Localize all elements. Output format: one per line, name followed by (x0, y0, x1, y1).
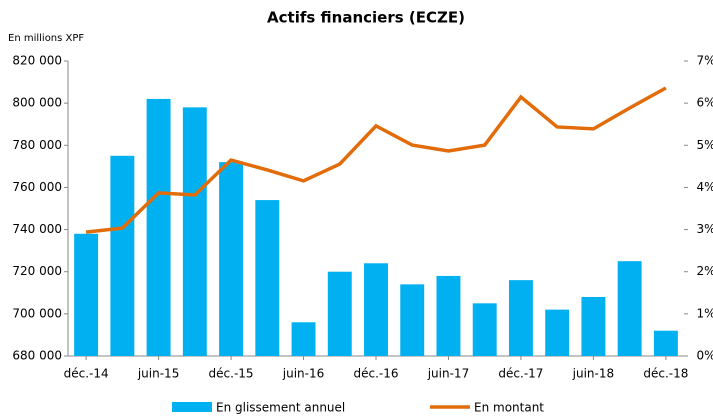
legend-label: En glissement annuel (216, 401, 345, 415)
bar (291, 322, 316, 356)
x-tick-label: déc.-14 (64, 367, 109, 381)
y-tick-label: 780 000 (12, 138, 62, 152)
bar (617, 261, 642, 356)
line (85, 86, 667, 234)
y-tick-label: 740 000 (12, 222, 62, 236)
x-tick-label: déc.-17 (498, 367, 543, 381)
y-tick-label: 800 000 (12, 96, 62, 110)
y-axis-label: En millions XPF (8, 33, 84, 44)
y2-tick-label: 7% (696, 54, 713, 68)
y-tick-label: 700 000 (12, 306, 62, 320)
bar (74, 233, 99, 356)
bar (219, 162, 244, 356)
y2-tick-label: 5% (696, 138, 713, 152)
x-tick-label: déc.-16 (353, 367, 398, 381)
bar (581, 297, 606, 356)
x-tick-label: déc.-15 (209, 367, 254, 381)
bar (436, 275, 461, 356)
y2-tick-label: 2% (696, 264, 713, 278)
y2-tick-label: 4% (696, 180, 713, 194)
y-tick-label: 820 000 (12, 54, 62, 68)
y-tick-label: 760 000 (12, 180, 62, 194)
bar (255, 200, 280, 356)
bar (653, 330, 678, 356)
y2-tick-label: 0% (696, 349, 713, 363)
bar (545, 309, 570, 356)
bar (400, 284, 425, 356)
x-tick-label: juin-17 (427, 367, 469, 381)
bar (327, 271, 352, 356)
legend-label: En montant (474, 401, 544, 415)
x-tick-label: juin-18 (572, 367, 614, 381)
legend-swatch (172, 402, 212, 412)
bar (508, 280, 533, 356)
bar (364, 263, 388, 356)
x-tick-label: juin-15 (137, 367, 179, 381)
bar (472, 303, 497, 356)
bar (182, 107, 207, 356)
y2-tick-label: 6% (696, 96, 713, 110)
y-tick-label: 680 000 (12, 349, 62, 363)
y-tick-label: 720 000 (12, 264, 62, 278)
y2-tick-label: 1% (696, 306, 713, 320)
bar (146, 98, 171, 356)
x-tick-label: juin-16 (282, 367, 324, 381)
bar (110, 155, 135, 356)
y2-tick-label: 3% (696, 222, 713, 236)
x-tick-label: déc.-18 (643, 367, 688, 381)
chart-title: Actifs financiers (ECZE) (267, 9, 465, 27)
